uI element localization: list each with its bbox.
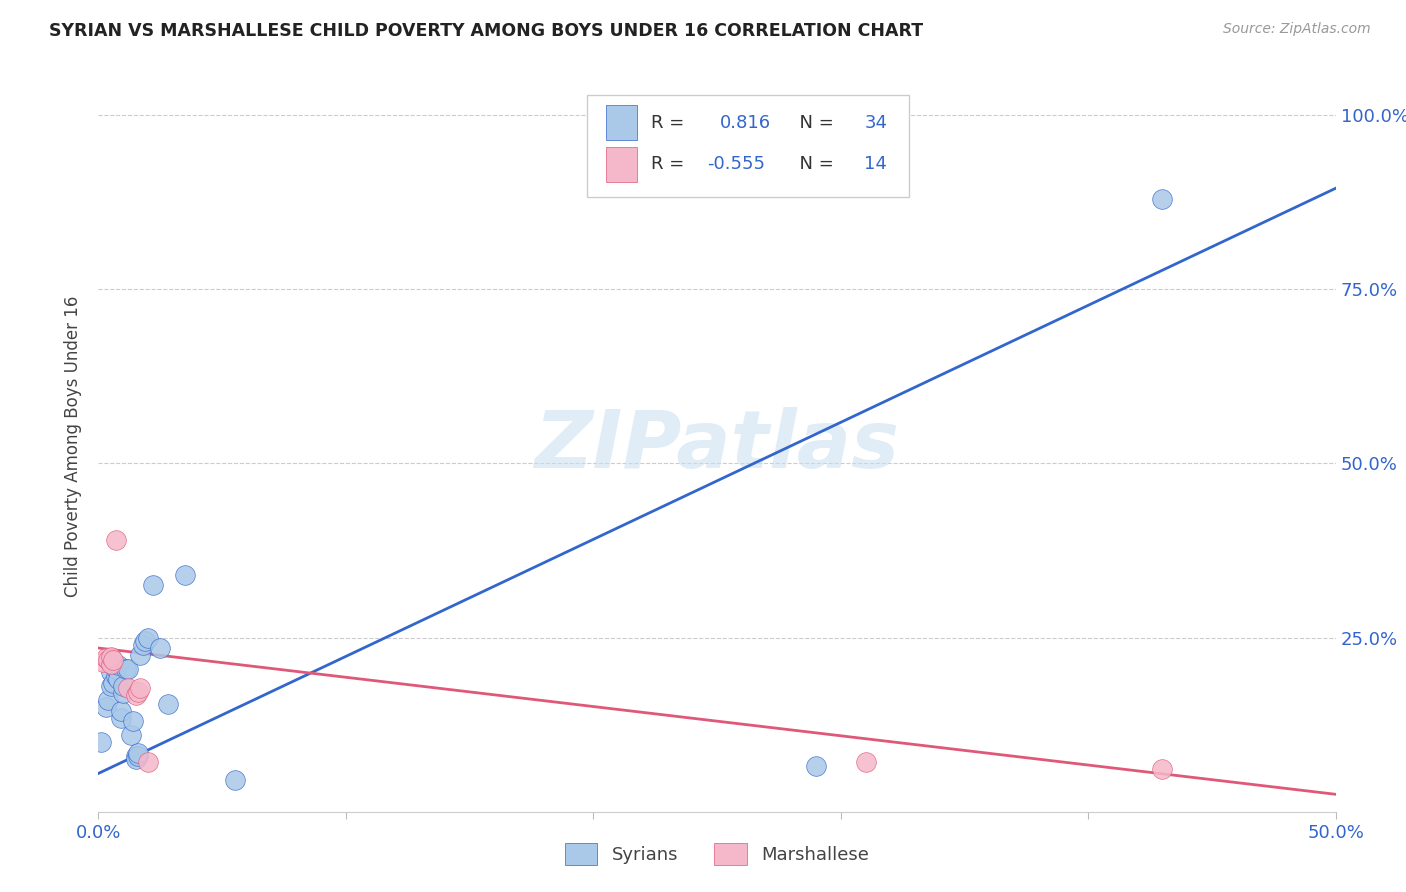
Point bbox=[107, 673, 129, 687]
Point bbox=[124, 752, 146, 766]
Text: 0.816: 0.816 bbox=[720, 113, 770, 132]
Point bbox=[855, 755, 877, 769]
Point bbox=[1152, 192, 1174, 206]
Text: R =: R = bbox=[651, 155, 690, 173]
Point bbox=[804, 759, 827, 773]
Point bbox=[122, 714, 145, 728]
Text: Source: ZipAtlas.com: Source: ZipAtlas.com bbox=[1223, 22, 1371, 37]
FancyBboxPatch shape bbox=[606, 147, 637, 182]
Point bbox=[97, 653, 120, 667]
Point bbox=[1152, 762, 1174, 776]
Point bbox=[132, 638, 155, 652]
Point bbox=[103, 653, 125, 667]
Text: N =: N = bbox=[787, 155, 839, 173]
Text: -0.555: -0.555 bbox=[707, 155, 765, 173]
Point bbox=[94, 651, 117, 665]
Point bbox=[93, 655, 115, 669]
Point bbox=[136, 631, 159, 645]
Point bbox=[129, 648, 152, 662]
Point bbox=[94, 700, 117, 714]
Point bbox=[107, 658, 129, 673]
Text: ZIPatlas: ZIPatlas bbox=[534, 407, 900, 485]
Y-axis label: Child Poverty Among Boys Under 16: Child Poverty Among Boys Under 16 bbox=[65, 295, 83, 597]
Point bbox=[103, 676, 125, 690]
Point bbox=[124, 688, 146, 702]
Point bbox=[114, 662, 136, 676]
Point bbox=[156, 697, 179, 711]
Text: 34: 34 bbox=[865, 113, 887, 132]
Point bbox=[104, 533, 127, 547]
Point bbox=[110, 711, 132, 725]
Point bbox=[224, 773, 246, 788]
FancyBboxPatch shape bbox=[606, 105, 637, 140]
Point bbox=[117, 681, 139, 695]
Point bbox=[112, 686, 135, 700]
Point bbox=[100, 665, 122, 680]
Point bbox=[100, 650, 122, 665]
Text: 14: 14 bbox=[865, 155, 887, 173]
Text: N =: N = bbox=[787, 113, 839, 132]
Point bbox=[104, 662, 127, 676]
Legend: Syrians, Marshallese: Syrians, Marshallese bbox=[558, 836, 876, 872]
Point bbox=[127, 746, 149, 760]
Point bbox=[100, 657, 122, 671]
Point bbox=[134, 634, 156, 648]
Point bbox=[90, 735, 112, 749]
Point bbox=[100, 679, 122, 693]
Point bbox=[112, 679, 135, 693]
Text: SYRIAN VS MARSHALLESE CHILD POVERTY AMONG BOYS UNDER 16 CORRELATION CHART: SYRIAN VS MARSHALLESE CHILD POVERTY AMON… bbox=[49, 22, 924, 40]
Point bbox=[142, 578, 165, 592]
Point bbox=[103, 658, 125, 673]
Point bbox=[110, 704, 132, 718]
Point bbox=[127, 685, 149, 699]
FancyBboxPatch shape bbox=[588, 95, 908, 197]
Text: R =: R = bbox=[651, 113, 696, 132]
Point bbox=[149, 640, 172, 655]
Point bbox=[97, 693, 120, 707]
Point bbox=[129, 681, 152, 695]
Point bbox=[104, 669, 127, 683]
Point bbox=[136, 755, 159, 769]
Point bbox=[124, 749, 146, 764]
Point bbox=[174, 567, 197, 582]
Point bbox=[127, 749, 149, 764]
Point bbox=[117, 662, 139, 676]
Point bbox=[120, 728, 142, 742]
